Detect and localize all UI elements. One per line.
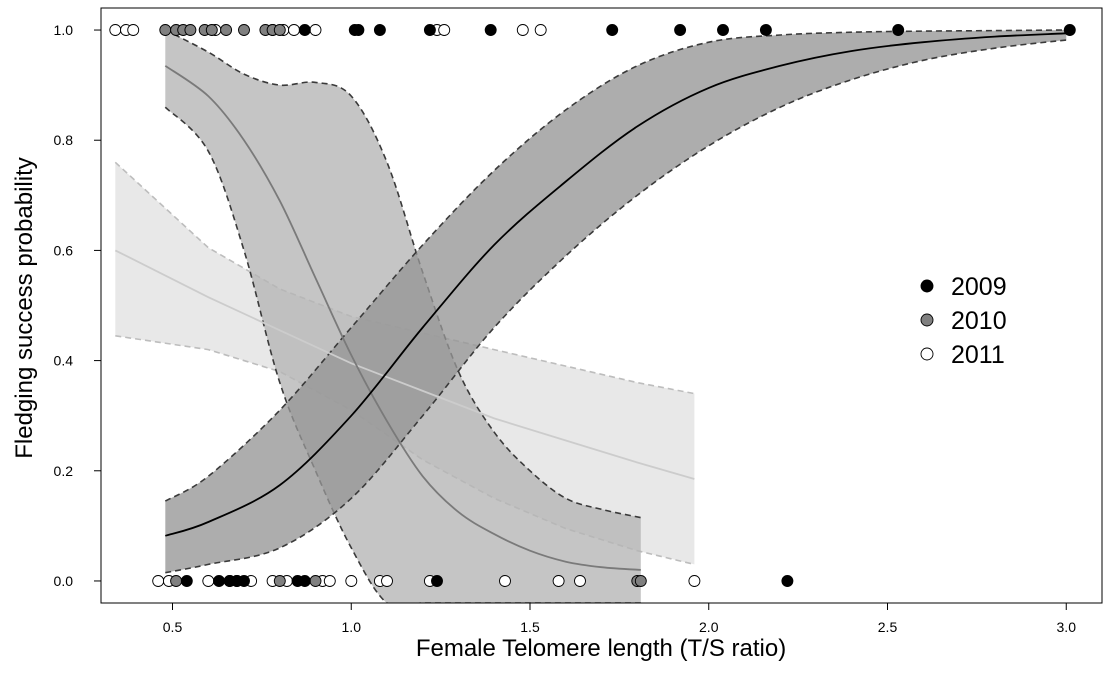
y-tick-label: 1.0 (54, 22, 74, 38)
point-2011 (109, 24, 122, 36)
point-2009 (717, 24, 729, 36)
y-axis: 0.0 0.2 0.4 0.6 0.8 1.0 (54, 22, 101, 589)
legend-marker-2009 (920, 279, 934, 293)
x-tick-label: 0.5 (163, 619, 183, 635)
ci-upper-2010 (164, 29, 641, 519)
point-2011 (499, 575, 511, 587)
point-2011 (438, 24, 451, 36)
point-2011 (345, 575, 358, 587)
point-2009 (674, 24, 687, 36)
point-2009 (423, 24, 436, 36)
point-2010 (220, 24, 233, 36)
x-axis-title: Female Telomere length (T/S ratio) (416, 635, 786, 662)
point-2011 (152, 575, 165, 587)
point-2010 (238, 24, 250, 36)
point-2009 (373, 24, 386, 36)
y-axis-title: Fledging success probability (11, 157, 38, 459)
point-2010 (634, 575, 647, 587)
x-tick-label: 3.0 (1057, 619, 1077, 635)
x-tick-label: 1.0 (342, 619, 362, 635)
fit-line-2011 (114, 249, 695, 480)
legend: 2009 2010 2011 (920, 273, 1007, 369)
point-2010 (184, 24, 197, 36)
point-2009 (238, 575, 250, 587)
point-2009 (892, 24, 905, 36)
y-tick-label: 0.2 (54, 463, 74, 479)
point-2009 (781, 575, 794, 587)
point-2010 (205, 24, 218, 36)
point-2009 (213, 575, 225, 587)
point-2011 (534, 24, 547, 36)
point-2009 (1063, 24, 1076, 36)
point-2010 (170, 575, 183, 587)
legend-label-2010: 2010 (951, 307, 1007, 335)
y-tick-label: 0.8 (54, 132, 74, 148)
legend-label-2011: 2011 (951, 341, 1005, 369)
point-2009 (298, 24, 311, 36)
point-2010 (273, 575, 286, 587)
confidence-bands (114, 29, 1067, 603)
point-2009 (484, 24, 497, 36)
point-2011 (288, 24, 300, 36)
x-tick-label: 2.0 (699, 619, 719, 635)
point-2009 (606, 24, 619, 36)
point-2009 (431, 575, 443, 587)
point-2011 (127, 24, 140, 36)
ci-upper-2011 (114, 161, 695, 395)
y-tick-label: 0.6 (54, 242, 74, 258)
fit-line-2009 (165, 32, 1067, 537)
point-2011 (574, 575, 586, 587)
point-2010 (159, 24, 172, 36)
point-2011 (202, 575, 215, 587)
point-2011 (552, 575, 565, 587)
fitted-curves (114, 32, 1067, 571)
y-tick-label: 0.4 (54, 353, 74, 369)
ci-lower-2009 (165, 39, 1067, 574)
x-tick-label: 2.5 (878, 619, 898, 635)
point-2009 (759, 24, 772, 36)
x-axis: 0.5 1.0 1.5 2.0 2.5 3.0 (163, 602, 1077, 635)
y-tick-label: 0.0 (54, 573, 74, 589)
legend-label-2009: 2009 (951, 273, 1007, 301)
point-2009 (180, 575, 193, 587)
x-tick-label: 1.5 (520, 619, 540, 635)
point-2010 (273, 24, 286, 36)
point-2010 (309, 575, 322, 587)
legend-marker-2010 (920, 313, 934, 327)
point-2011 (381, 575, 393, 587)
legend-marker-2011 (920, 347, 934, 361)
point-2009 (298, 575, 311, 587)
point-2009 (352, 24, 365, 36)
point-2011 (688, 575, 701, 587)
ci-upper-2009 (164, 29, 1067, 502)
point-2011 (309, 24, 322, 36)
data-points (109, 24, 1076, 587)
confidence-band-2009 (165, 30, 1067, 573)
point-2011 (323, 575, 336, 587)
point-2011 (516, 24, 529, 36)
fit-line-2010 (164, 65, 641, 571)
